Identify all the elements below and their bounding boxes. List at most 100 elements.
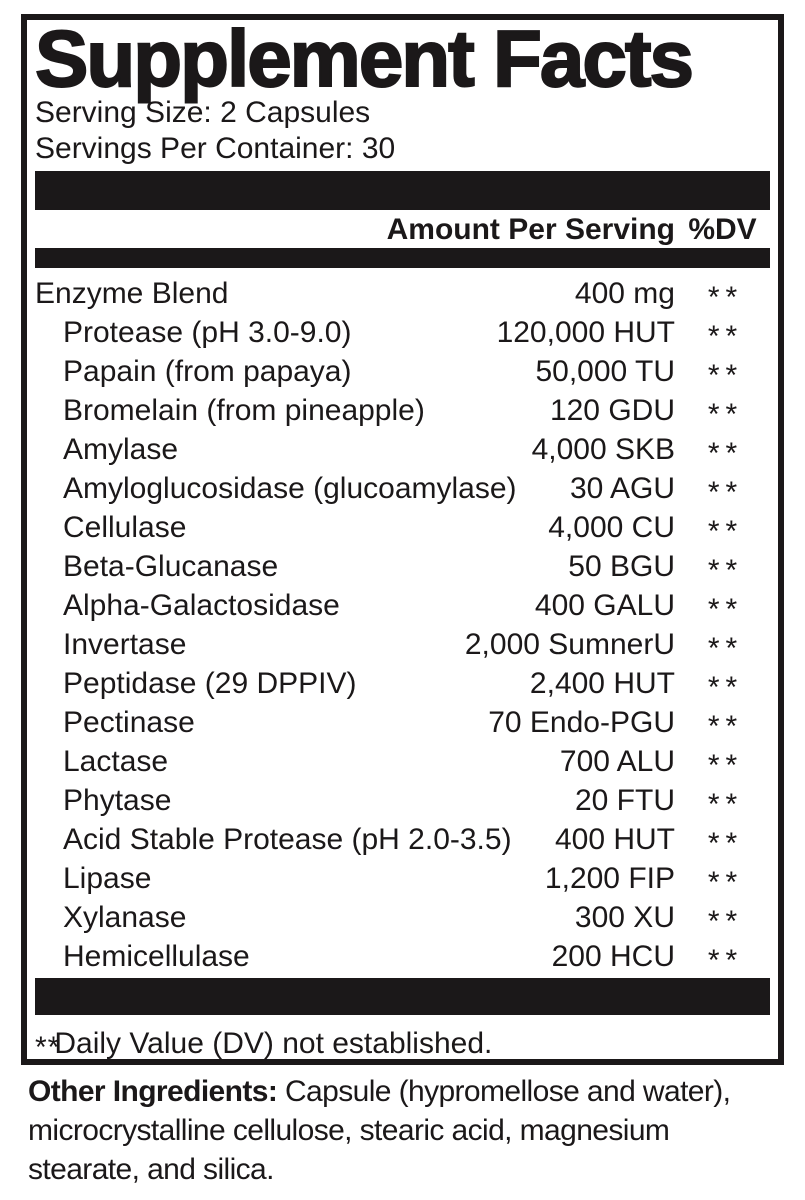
ingredient-dv: ** xyxy=(675,742,770,782)
dv-asterisks: ** xyxy=(707,359,744,392)
dv-asterisks: ** xyxy=(707,281,744,314)
ingredient-name: Phytase xyxy=(63,784,172,817)
ingredient-row: Amylase 4,000 SKB ** xyxy=(35,430,770,470)
other-ingredients-line-2: microcrystalline cellulose, stearic acid… xyxy=(28,1114,670,1147)
ingredient-dv: ** xyxy=(675,430,770,470)
ingredient-row: Phytase 20 FTU ** xyxy=(35,781,770,821)
footnote-marker: ** xyxy=(35,1031,61,1064)
ingredient-name: Cellulase xyxy=(63,511,187,544)
other-ingredients: Other Ingredients: Capsule (hypromellose… xyxy=(28,1072,798,1189)
ingredient-name: Peptidase (29 DPPIV) xyxy=(63,667,357,700)
ingredient-name: Pectinase xyxy=(63,706,195,739)
ingredient-name: Beta-Glucanase xyxy=(63,550,279,583)
ingredient-amount: 700 ALU xyxy=(559,745,675,778)
ingredient-dv: ** xyxy=(675,313,770,353)
ingredient-name: Enzyme Blend xyxy=(35,277,229,310)
ingredient-name: Protease (pH 3.0-9.0) xyxy=(63,316,352,349)
ingredient-row: Lactase 700 ALU ** xyxy=(35,742,770,782)
dv-asterisks: ** xyxy=(707,515,744,548)
dv-asterisks: ** xyxy=(707,476,744,509)
thick-separator-mid xyxy=(35,248,770,268)
dv-asterisks: ** xyxy=(707,554,744,587)
dv-asterisks: ** xyxy=(707,866,744,899)
ingredient-amount: 4,000 CU xyxy=(548,511,675,544)
dv-asterisks: ** xyxy=(707,710,744,743)
ingredient-amount: 120,000 HUT xyxy=(496,316,675,349)
ingredient-dv: ** xyxy=(675,586,770,626)
ingredient-dv: ** xyxy=(675,937,770,977)
ingredient-name: Amylase xyxy=(63,433,179,466)
ingredient-dv: ** xyxy=(675,703,770,743)
ingredient-amount: 400 GALU xyxy=(534,589,675,622)
ingredient-amount: 20 FTU xyxy=(574,784,675,817)
ingredient-row: Hemicellulase 200 HCU ** xyxy=(35,937,770,977)
dv-asterisks: ** xyxy=(707,749,744,782)
ingredient-name: Bromelain (from pineapple) xyxy=(63,394,425,427)
ingredient-dv: ** xyxy=(675,352,770,392)
dv-asterisks: ** xyxy=(707,788,744,821)
ingredient-row: Alpha-Galactosidase 400 GALU ** xyxy=(35,586,770,626)
footnote-text: Daily Value (DV) not established. xyxy=(54,1027,493,1060)
dv-asterisks: ** xyxy=(707,827,744,860)
dv-footnote: **Daily Value (DV) not established. xyxy=(35,1027,770,1064)
ingredient-row: Protease (pH 3.0-9.0) 120,000 HUT ** xyxy=(35,313,770,353)
other-ingredients-label: Other Ingredients: xyxy=(28,1075,278,1108)
ingredient-row: Invertase 2,000 SumnerU ** xyxy=(35,625,770,665)
ingredient-amount: 400 HUT xyxy=(554,823,675,856)
ingredient-name: Papain (from papaya) xyxy=(63,355,352,388)
ingredient-dv: ** xyxy=(675,625,770,665)
ingredient-row: Lipase 1,200 FIP ** xyxy=(35,859,770,899)
ingredient-dv: ** xyxy=(675,274,770,314)
ingredient-name: Hemicellulase xyxy=(63,940,250,973)
ingredient-row: Pectinase 70 Endo-PGU ** xyxy=(35,703,770,743)
ingredient-amount: 30 AGU xyxy=(569,472,675,505)
serving-info: Serving Size: 2 Capsules Servings Per Co… xyxy=(35,96,770,166)
other-ingredients-line-3: stearate, and silica. xyxy=(28,1153,274,1186)
ingredient-row: Xylanase 300 XU ** xyxy=(35,898,770,938)
ingredient-row: Beta-Glucanase 50 BGU ** xyxy=(35,547,770,587)
ingredient-name: Alpha-Galactosidase xyxy=(63,589,340,622)
ingredient-row: Cellulase 4,000 CU ** xyxy=(35,508,770,548)
other-ingredients-line-1: Other Ingredients: Capsule (hypromellose… xyxy=(28,1072,798,1111)
dv-asterisks: ** xyxy=(707,671,744,704)
ingredient-amount: 120 GDU xyxy=(549,394,675,427)
ingredient-dv: ** xyxy=(675,781,770,821)
ingredient-name: Lactase xyxy=(63,745,169,778)
ingredient-amount: 70 Endo-PGU xyxy=(488,706,675,739)
other-ingredients-text-1: Capsule (hypromellose and water), xyxy=(284,1075,731,1108)
dv-asterisks: ** xyxy=(707,905,744,938)
ingredient-dv: ** xyxy=(675,469,770,509)
ingredient-name: Amyloglucosidase (glucoamylase) xyxy=(63,472,517,505)
ingredient-dv: ** xyxy=(675,898,770,938)
ingredient-name: Invertase xyxy=(63,628,187,661)
ingredient-amount: 50,000 TU xyxy=(535,355,675,388)
ingredient-dv: ** xyxy=(675,859,770,899)
ingredient-amount: 50 BGU xyxy=(568,550,675,583)
dv-asterisks: ** xyxy=(707,398,744,431)
ingredient-dv: ** xyxy=(675,820,770,860)
dv-asterisks: ** xyxy=(707,593,744,626)
dv-asterisks: ** xyxy=(707,944,744,977)
thick-separator-bottom xyxy=(35,978,770,1015)
ingredient-dv: ** xyxy=(675,664,770,704)
ingredient-dv: ** xyxy=(675,391,770,431)
ingredient-name: Lipase xyxy=(63,862,152,895)
ingredient-rows: Enzyme Blend 400 mg ** Protease (pH 3.0-… xyxy=(35,268,770,977)
amount-per-serving-header: Amount Per Serving xyxy=(386,213,675,246)
ingredient-row: Amyloglucosidase (glucoamylase) 30 AGU *… xyxy=(35,469,770,509)
ingredient-amount: 4,000 SKB xyxy=(531,433,675,466)
dv-asterisks: ** xyxy=(707,320,744,353)
ingredient-amount: 400 mg xyxy=(574,277,675,310)
ingredient-amount: 200 HCU xyxy=(551,940,675,973)
ingredient-name: Acid Stable Protease (pH 2.0-3.5) xyxy=(63,823,512,856)
ingredient-amount: 2,000 SumnerU xyxy=(464,628,675,661)
dv-asterisks: ** xyxy=(707,632,744,665)
ingredient-row: Enzyme Blend 400 mg ** xyxy=(35,274,770,314)
ingredient-dv: ** xyxy=(675,547,770,587)
ingredient-amount: 1,200 FIP xyxy=(544,862,675,895)
thick-separator-top xyxy=(35,171,770,210)
ingredient-dv: ** xyxy=(675,508,770,548)
ingredient-amount: 2,400 HUT xyxy=(529,667,675,700)
dv-header: %DV xyxy=(688,213,757,246)
ingredient-row: Papain (from papaya) 50,000 TU ** xyxy=(35,352,770,392)
